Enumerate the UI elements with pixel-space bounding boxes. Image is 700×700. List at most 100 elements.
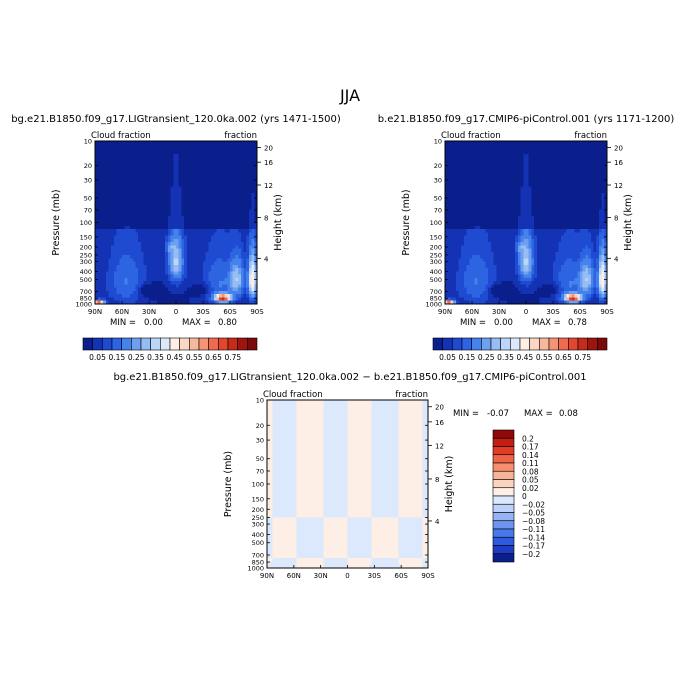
case-y-tick-label: 30 xyxy=(84,176,92,184)
diff-colorbar-label: 0 xyxy=(522,492,527,501)
diff-colorbar-label: −0.05 xyxy=(522,509,545,518)
case-colorbar-label: 0.35 xyxy=(147,353,164,362)
control-y-tick-label: 50 xyxy=(434,194,442,202)
case-min-value: 0.00 xyxy=(144,318,163,328)
diff-x-tick-label: 60S xyxy=(394,572,408,580)
case-x-tick-label: 90S xyxy=(250,308,264,316)
diff-y-right-tick-label: 12 xyxy=(435,442,444,450)
control-y-tick-label: 100 xyxy=(430,219,442,227)
control-colorbar-label: 0.15 xyxy=(458,353,475,362)
case-colorbar-label: 0.15 xyxy=(108,353,125,362)
control-y-right-tick-label: 20 xyxy=(614,145,623,153)
case-min-label: MIN = xyxy=(110,318,136,328)
diff-colorbar-label: 0.11 xyxy=(522,459,539,468)
diff-y-right-tick-label: 20 xyxy=(435,404,444,412)
diff-colorbar-label: −0.02 xyxy=(522,500,545,509)
diff-min-value: -0.07 xyxy=(487,409,509,419)
diff-y-tick-label: 10 xyxy=(256,397,264,405)
diff-colorbar-label: −0.17 xyxy=(522,542,545,551)
control-y-tick-label: 1000 xyxy=(425,301,442,309)
diff-x-tick-label: 30N xyxy=(314,572,328,580)
case-x-tick-label: 0 xyxy=(174,308,178,316)
case-y-right-tick-label: 12 xyxy=(264,182,273,190)
case-field xyxy=(95,141,258,305)
diff-x-tick-label: 30S xyxy=(368,572,382,580)
control-x-tick-label: 30S xyxy=(546,308,560,316)
case-title: bg.e21.B1850.f09_g17.LIGtransient_120.0k… xyxy=(11,114,341,125)
case-colorbar-label: 0.25 xyxy=(128,353,145,362)
case-colorbar-label: 0.65 xyxy=(205,353,222,362)
diff-colorbar-label: 0.17 xyxy=(522,443,539,452)
diff-colorbar-label: 0.08 xyxy=(522,467,539,476)
diff-left-label: Cloud fraction xyxy=(263,390,323,400)
diff-y-tick-label: 250 xyxy=(252,514,264,522)
diff-y-tick-label: 100 xyxy=(252,481,264,489)
control-y-right-tick-label: 16 xyxy=(614,159,623,167)
control-y-tick-label: 700 xyxy=(430,288,442,296)
control-x-tick-label: 30N xyxy=(492,308,506,316)
diff-y-tick-label: 850 xyxy=(252,559,264,567)
case-y-tick-label: 50 xyxy=(84,194,92,202)
case-left-label: Cloud fraction xyxy=(91,131,151,141)
case-x-tick-label: 30S xyxy=(196,308,210,316)
control-x-tick-label: 0 xyxy=(524,308,528,316)
diff-colorbar-label: 0.02 xyxy=(522,484,539,493)
case-max-label: MAX = xyxy=(182,318,211,328)
diff-y-right-tick-label: 4 xyxy=(435,518,440,526)
case-y-tick-label: 250 xyxy=(80,251,92,259)
case-x-tick-label: 60S xyxy=(223,308,237,316)
control-colorbar-label: 0.25 xyxy=(478,353,495,362)
diff-y-tick-label: 150 xyxy=(252,495,264,503)
case-x-tick-label: 90N xyxy=(88,308,102,316)
control-y-tick-label: 250 xyxy=(430,251,442,259)
case-y-tick-label: 700 xyxy=(80,288,92,296)
control-y-tick-label: 300 xyxy=(430,258,442,266)
control-panel: b.e21.B1850.f09_g17.CMIP6-piControl.001 … xyxy=(378,114,675,316)
diff-x-tick-label: 90N xyxy=(260,572,274,580)
control-min-label: MIN = xyxy=(460,318,486,328)
case-y-tick-label: 400 xyxy=(80,268,92,276)
control-right-label: fraction xyxy=(574,131,607,141)
control-x-tick-label: 90S xyxy=(600,308,614,316)
case-y-tick-label: 1000 xyxy=(75,301,92,309)
diff-colorbar-label: 0.05 xyxy=(522,476,539,485)
diff-colorbar-label: −0.08 xyxy=(522,517,545,526)
diff-max-value: 0.08 xyxy=(559,409,578,419)
control-left-label: Cloud fraction xyxy=(441,131,501,141)
control-y-tick-label: 500 xyxy=(430,276,442,284)
control-min-value: 0.00 xyxy=(494,318,513,328)
control-y-tick-label: 20 xyxy=(434,162,442,170)
diff-y-tick-label: 70 xyxy=(256,467,264,475)
diff-x-tick-label: 60N xyxy=(287,572,301,580)
diff-y-tick-label: 1000 xyxy=(247,565,264,573)
diff-y-tick-label: 300 xyxy=(252,521,264,529)
case-panel: bg.e21.B1850.f09_g17.LIGtransient_120.0k… xyxy=(11,114,341,316)
diff-y-right-tick-label: 16 xyxy=(435,419,444,427)
case-max-value: 0.80 xyxy=(218,318,237,328)
diff-y-tick-label: 20 xyxy=(256,422,264,430)
diff-y-tick-label: 200 xyxy=(252,506,264,514)
case-y-tick-label: 10 xyxy=(84,138,92,146)
control-colorbar-label: 0.55 xyxy=(536,353,553,362)
case-y-right-tick-label: 20 xyxy=(264,145,273,153)
case-y-tick-label: 20 xyxy=(84,162,92,170)
control-y-right-tick-label: 12 xyxy=(614,182,623,190)
case-right-label: fraction xyxy=(224,131,257,141)
case-y-tick-label: 100 xyxy=(80,219,92,227)
control-x-tick-label: 60N xyxy=(465,308,479,316)
control-field xyxy=(445,141,608,305)
case-y-tick-label: 150 xyxy=(80,233,92,241)
control-colorbar-label: 0.65 xyxy=(555,353,572,362)
diff-field xyxy=(267,400,429,569)
diff-x-tick-label: 90S xyxy=(421,572,435,580)
control-y-tick-label: 70 xyxy=(434,206,442,214)
diff-y-right-tick-label: 8 xyxy=(435,476,439,484)
case-y-right-tick-label: 8 xyxy=(264,215,268,223)
diff-colorbar-label: −0.2 xyxy=(522,550,540,559)
diff-colorbar: 0.20.170.140.110.080.050.020−0.02−0.05−0… xyxy=(492,429,545,563)
case-colorbar-label: 0.45 xyxy=(166,353,183,362)
case-colorbar-label: 0.05 xyxy=(89,353,106,362)
control-colorbar: 0.05 0.15 0.25 0.35 0.45 0.55 0.65 0.75 xyxy=(432,337,608,362)
case-y-tick-label: 200 xyxy=(80,244,92,252)
control-x-tick-label: 60S xyxy=(573,308,587,316)
